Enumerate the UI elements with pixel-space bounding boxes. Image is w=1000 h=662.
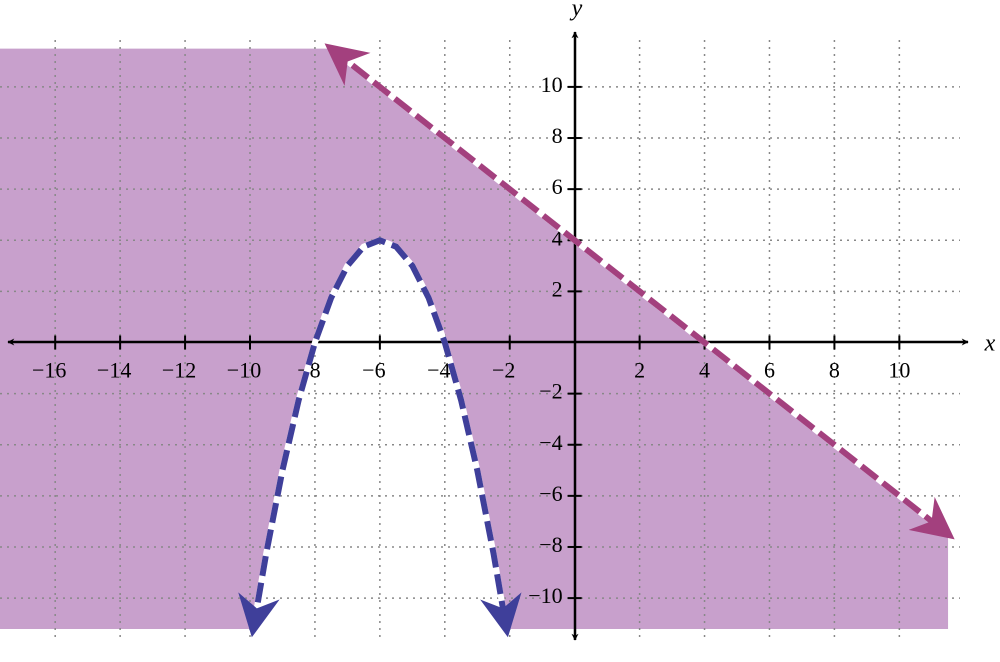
y-tick-label: 8 (552, 123, 563, 148)
y-tick-label: 2 (552, 276, 563, 301)
y-tick-label: 10 (541, 72, 563, 97)
y-tick-label: −2 (539, 379, 562, 404)
y-tick-label: −4 (539, 430, 562, 455)
x-tick-label: −6 (362, 358, 385, 383)
x-tick-label: −14 (97, 358, 131, 383)
x-tick-label: 8 (829, 358, 840, 383)
y-axis-label: y (570, 0, 583, 22)
x-tick-label: 6 (764, 358, 775, 383)
y-tick-label: −6 (539, 481, 562, 506)
curve (324, 43, 955, 540)
x-axis-label: x (984, 331, 996, 357)
x-tick-label: 2 (634, 358, 645, 383)
x-tick-label: 4 (699, 358, 710, 383)
y-tick-label: −8 (539, 532, 562, 557)
x-tick-label: −10 (227, 358, 261, 383)
x-tick-label: −2 (492, 358, 515, 383)
x-tick-label: −16 (32, 358, 66, 383)
y-tick-label: −10 (528, 583, 562, 608)
x-tick-label: −12 (162, 358, 196, 383)
y-tick-label: 6 (552, 174, 563, 199)
x-tick-label: 10 (888, 358, 910, 383)
curve (238, 237, 522, 638)
